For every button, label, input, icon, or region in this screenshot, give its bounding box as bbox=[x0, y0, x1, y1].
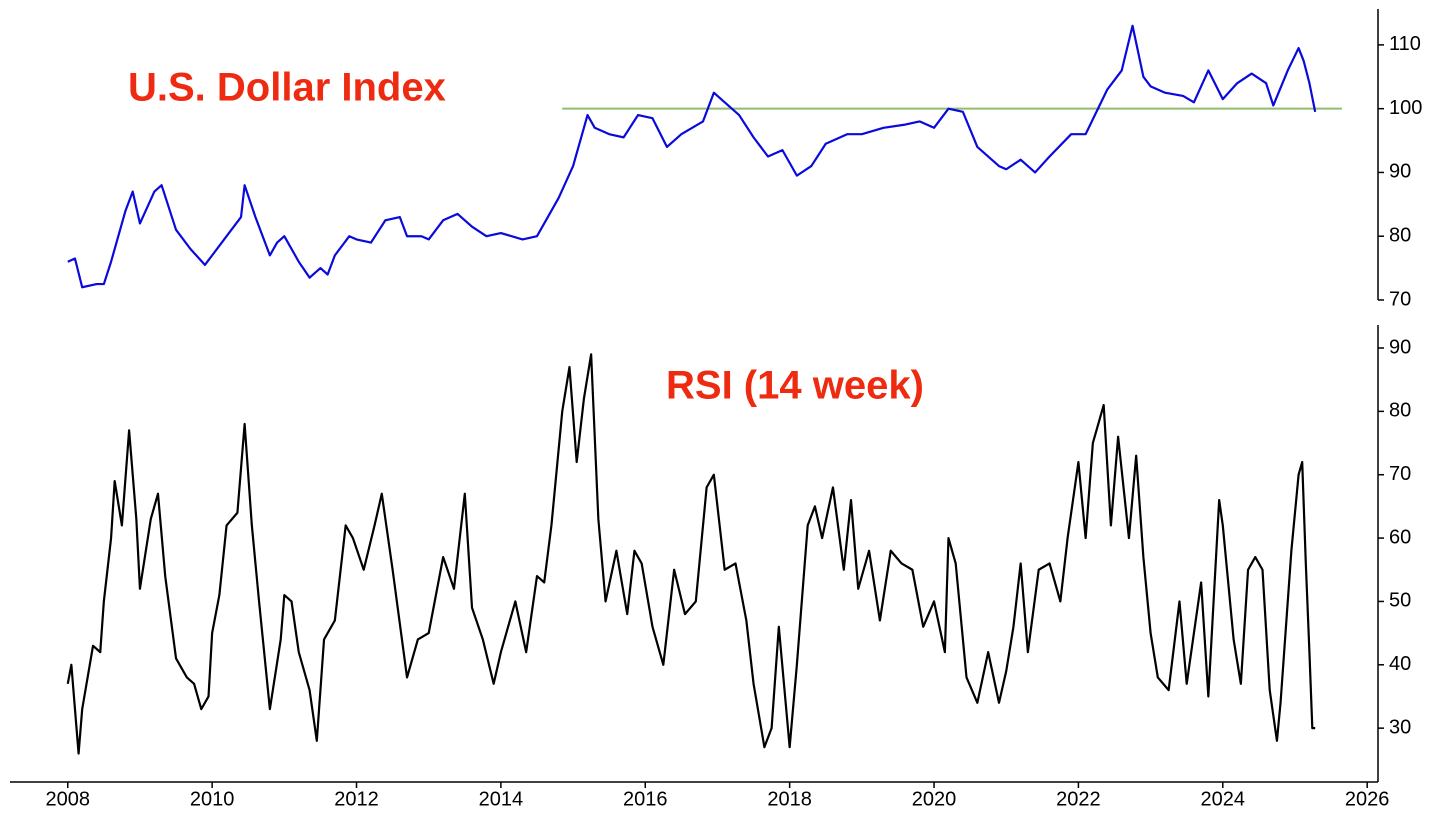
x-tick-label: 2026 bbox=[1345, 788, 1390, 810]
x-tick-label: 2022 bbox=[1056, 788, 1101, 810]
y-tick-label: 100 bbox=[1389, 97, 1422, 119]
y-tick-label: 30 bbox=[1389, 716, 1411, 738]
y-tick-label: 40 bbox=[1389, 653, 1411, 675]
y-tick-label: 70 bbox=[1389, 288, 1411, 310]
data-line bbox=[66, 353, 1316, 755]
x-tick-label: 2018 bbox=[767, 788, 812, 810]
x-tick-label: 2020 bbox=[912, 788, 957, 810]
y-tick-label: 90 bbox=[1389, 336, 1411, 358]
y-tick-label: 90 bbox=[1389, 161, 1411, 183]
data-line bbox=[67, 24, 1317, 289]
y-tick-label: 50 bbox=[1389, 590, 1411, 612]
x-tick-label: 2012 bbox=[334, 788, 379, 810]
y-tick-label: 110 bbox=[1389, 33, 1421, 55]
y-tick-label: 70 bbox=[1389, 463, 1411, 485]
x-tick-label: 2014 bbox=[479, 788, 524, 810]
y-tick-label: 80 bbox=[1389, 225, 1411, 247]
chart-title: U.S. Dollar Index bbox=[128, 66, 446, 110]
y-tick-label: 60 bbox=[1389, 526, 1411, 548]
x-tick-label: 2016 bbox=[623, 788, 668, 810]
x-tick-label: 2024 bbox=[1201, 788, 1246, 810]
x-tick-label: 2010 bbox=[190, 788, 235, 810]
chart-title: RSI (14 week) bbox=[666, 364, 924, 408]
y-tick-label: 80 bbox=[1389, 400, 1411, 422]
x-tick-label: 2008 bbox=[46, 788, 91, 810]
